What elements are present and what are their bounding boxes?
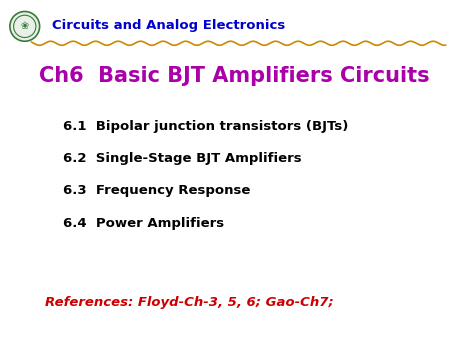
Text: 6.3  Frequency Response: 6.3 Frequency Response <box>63 185 250 197</box>
Text: References: Floyd-Ch-3, 5, 6; Gao-Ch7;: References: Floyd-Ch-3, 5, 6; Gao-Ch7; <box>45 296 334 309</box>
Text: 6.4  Power Amplifiers: 6.4 Power Amplifiers <box>63 217 224 230</box>
Text: Ch6  Basic BJT Amplifiers Circuits: Ch6 Basic BJT Amplifiers Circuits <box>39 66 429 86</box>
Ellipse shape <box>10 11 40 41</box>
Text: 6.1  Bipolar junction transistors (BJTs): 6.1 Bipolar junction transistors (BJTs) <box>63 120 348 133</box>
Text: 6.2  Single-Stage BJT Amplifiers: 6.2 Single-Stage BJT Amplifiers <box>63 152 302 165</box>
Text: ❀: ❀ <box>21 21 29 31</box>
Text: Circuits and Analog Electronics: Circuits and Analog Electronics <box>52 19 285 31</box>
